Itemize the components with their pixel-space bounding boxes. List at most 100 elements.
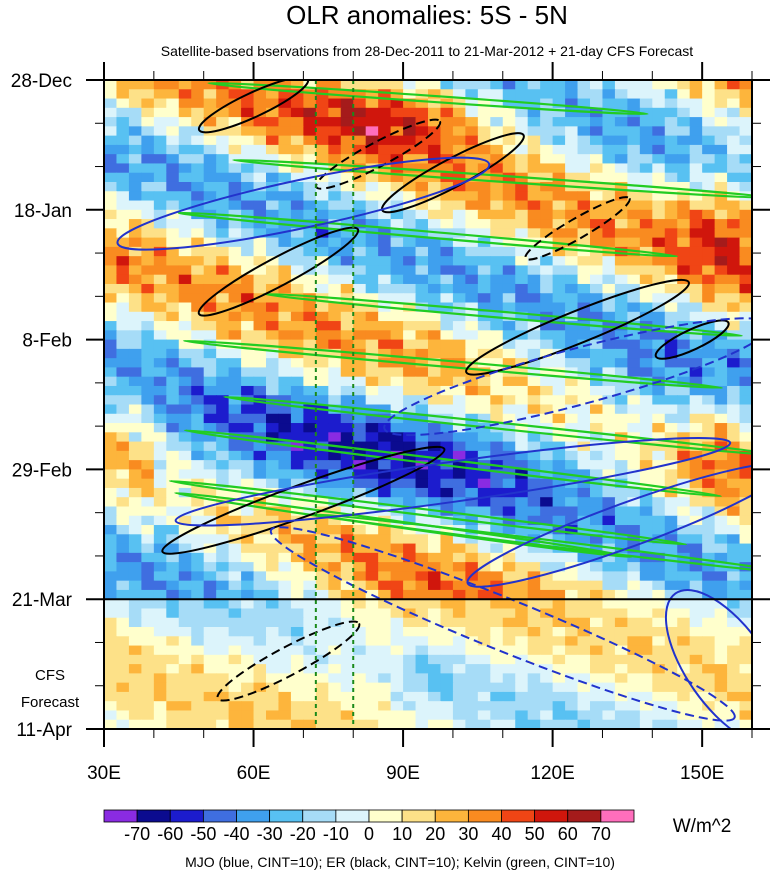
anomaly-cell bbox=[116, 478, 130, 489]
x-tick-label: 120E bbox=[530, 763, 574, 784]
anomaly-cell bbox=[689, 117, 703, 127]
anomaly-cell bbox=[428, 664, 442, 674]
anomaly-cell bbox=[677, 599, 691, 610]
anomaly-cell bbox=[241, 432, 255, 443]
anomaly-cell bbox=[378, 191, 392, 202]
anomaly-cell bbox=[452, 191, 466, 202]
anomaly-cell bbox=[477, 497, 491, 508]
anomaly-cell bbox=[290, 385, 304, 396]
anomaly-cell bbox=[353, 395, 367, 406]
anomaly-cell bbox=[203, 710, 217, 721]
anomaly-cell bbox=[216, 107, 230, 118]
anomaly-cell bbox=[116, 219, 130, 229]
anomaly-cell bbox=[428, 339, 442, 350]
anomaly-cell bbox=[502, 664, 516, 674]
anomaly-cell bbox=[315, 645, 329, 656]
anomaly-cell bbox=[739, 265, 752, 276]
anomaly-cell bbox=[502, 256, 516, 267]
anomaly-cell bbox=[365, 163, 379, 174]
anomaly-cell bbox=[340, 645, 354, 656]
anomaly-cell bbox=[303, 627, 317, 637]
anomaly-cell bbox=[328, 627, 342, 637]
anomaly-cell bbox=[253, 478, 267, 489]
anomaly-cell bbox=[328, 339, 342, 350]
anomaly-cell bbox=[727, 228, 741, 239]
anomaly-cell bbox=[477, 98, 491, 109]
anomaly-cell bbox=[266, 89, 280, 100]
anomaly-cell bbox=[527, 80, 541, 90]
anomaly-cell bbox=[477, 413, 491, 424]
anomaly-cell bbox=[191, 302, 205, 313]
anomaly-cell bbox=[253, 515, 267, 526]
anomaly-cell bbox=[552, 645, 566, 656]
anomaly-cell bbox=[128, 395, 142, 406]
anomaly-cell bbox=[166, 311, 180, 322]
anomaly-cell bbox=[216, 580, 230, 591]
anomaly-cell bbox=[340, 117, 354, 127]
anomaly-cell bbox=[104, 348, 118, 359]
anomaly-cell bbox=[253, 302, 267, 313]
anomaly-cell bbox=[714, 246, 728, 257]
anomaly-cell bbox=[216, 256, 230, 267]
anomaly-cell bbox=[515, 154, 529, 165]
anomaly-cell bbox=[540, 710, 554, 721]
anomaly-cell bbox=[639, 80, 653, 90]
anomaly-cell bbox=[216, 691, 230, 702]
anomaly-cell bbox=[303, 404, 317, 415]
anomaly-cell bbox=[677, 80, 691, 90]
anomaly-cell bbox=[191, 348, 205, 359]
anomaly-cell bbox=[328, 636, 342, 647]
anomaly-cell bbox=[627, 181, 641, 192]
anomaly-cell bbox=[639, 265, 653, 276]
anomaly-cell bbox=[465, 701, 479, 712]
anomaly-cell bbox=[166, 330, 180, 341]
anomaly-cell bbox=[552, 460, 566, 470]
anomaly-cell bbox=[353, 478, 367, 489]
anomaly-cell bbox=[639, 330, 653, 341]
anomaly-cell bbox=[153, 376, 167, 387]
anomaly-cell bbox=[465, 589, 479, 600]
anomaly-cell bbox=[577, 413, 591, 424]
anomaly-cell bbox=[178, 525, 192, 535]
anomaly-cell bbox=[403, 654, 417, 665]
anomaly-cell bbox=[328, 228, 342, 239]
anomaly-cell bbox=[490, 515, 504, 526]
anomaly-cell bbox=[689, 645, 703, 656]
anomaly-cell bbox=[328, 543, 342, 554]
anomaly-cell bbox=[166, 348, 180, 359]
anomaly-cell bbox=[639, 441, 653, 452]
anomaly-cell bbox=[315, 478, 329, 489]
anomaly-cell bbox=[353, 608, 367, 619]
anomaly-cell bbox=[315, 117, 329, 127]
anomaly-cell bbox=[452, 478, 466, 489]
anomaly-cell bbox=[527, 256, 541, 267]
anomaly-cell bbox=[290, 274, 304, 285]
anomaly-cell bbox=[440, 525, 454, 535]
anomaly-cell bbox=[652, 293, 666, 304]
anomaly-cell bbox=[614, 135, 628, 146]
anomaly-cell bbox=[727, 376, 741, 387]
anomaly-cell bbox=[577, 701, 591, 712]
anomaly-cell bbox=[365, 302, 379, 313]
anomaly-cell bbox=[216, 246, 230, 257]
anomaly-cell bbox=[452, 172, 466, 183]
anomaly-cell bbox=[365, 460, 379, 470]
anomaly-cell bbox=[664, 135, 678, 146]
anomaly-cell bbox=[266, 181, 280, 192]
anomaly-cell bbox=[552, 256, 566, 267]
anomaly-cell bbox=[477, 228, 491, 239]
anomaly-cell bbox=[116, 636, 130, 647]
anomaly-cell bbox=[266, 126, 280, 137]
anomaly-cell bbox=[664, 237, 678, 248]
anomaly-cell bbox=[440, 413, 454, 424]
anomaly-cell bbox=[104, 525, 118, 535]
anomaly-cell bbox=[639, 571, 653, 582]
anomaly-cell bbox=[191, 450, 205, 461]
anomaly-cell bbox=[590, 228, 604, 239]
anomaly-cell bbox=[141, 89, 155, 100]
anomaly-cell bbox=[378, 154, 392, 165]
anomaly-cell bbox=[452, 701, 466, 712]
anomaly-cell bbox=[639, 339, 653, 350]
anomaly-cell bbox=[664, 80, 678, 90]
